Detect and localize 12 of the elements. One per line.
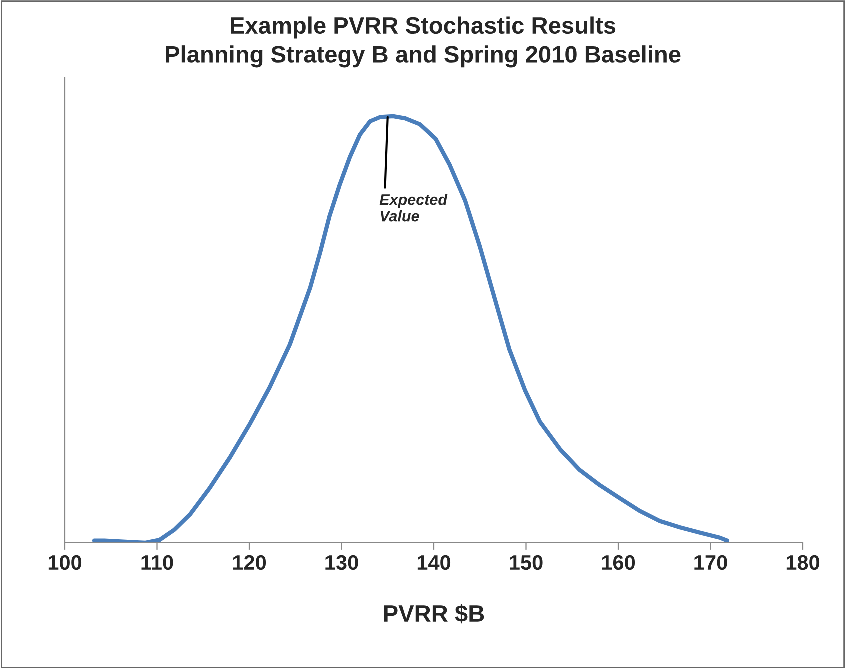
- x-tick-label: 160: [602, 555, 636, 570]
- annotation: Expected Value: [380, 194, 448, 222]
- x-tick-label: 170: [694, 555, 728, 570]
- x-tick-label: 120: [233, 555, 266, 570]
- x-tick-label: 180: [786, 555, 820, 570]
- x-tick-label: 110: [142, 555, 174, 570]
- x-tick-label: 140: [418, 555, 451, 570]
- x-tick-label: 150: [510, 555, 543, 570]
- x-tick-label: 100: [48, 555, 82, 570]
- chart-title: Example PVRR Stochastic Results Planning Strategy B and Spring 2010 Baseline: [166, 16, 681, 68]
- x-tick-label: 130: [326, 555, 358, 570]
- x-axis-title: PVRR $B: [384, 604, 484, 624]
